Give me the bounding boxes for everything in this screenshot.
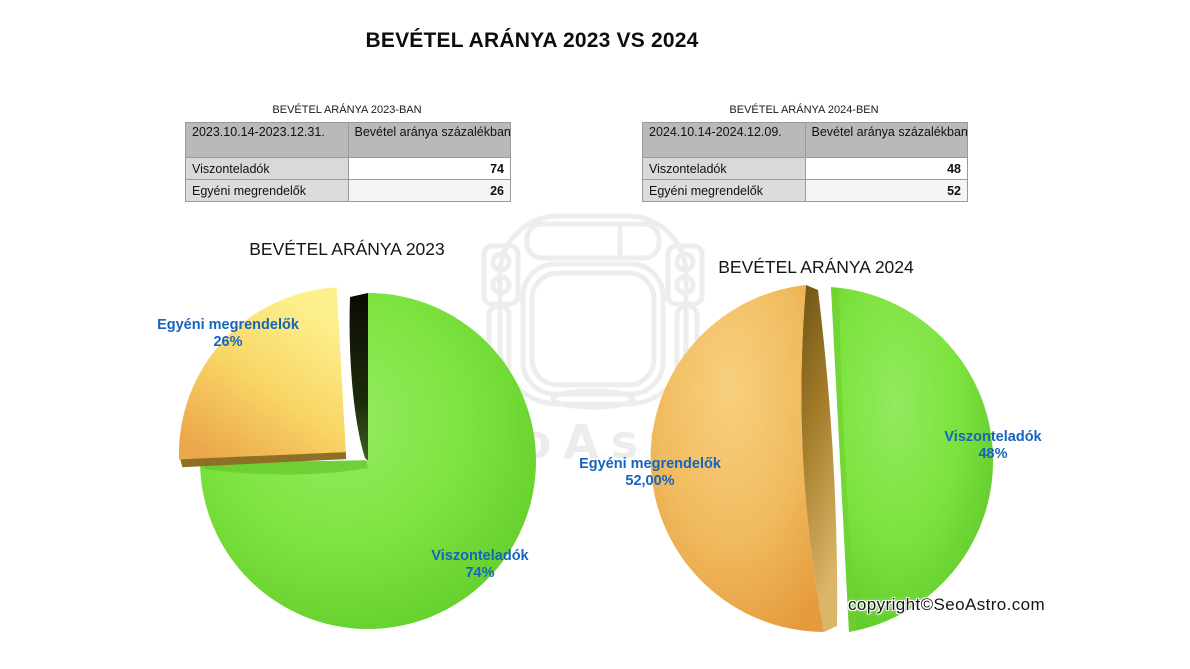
table-header-metric: Bevétel aránya százalékban — [804, 122, 968, 158]
pie-slice-edge-shading-2024 — [831, 287, 857, 632]
row-label: Viszonteladók — [642, 157, 806, 180]
pie-slice-underside-2023 — [179, 451, 347, 468]
table-row: Egyéni megrendelők 26 — [185, 179, 511, 202]
pie-label-name: Viszonteladók — [944, 429, 1042, 445]
table-caption-2023: BEVÉTEL ARÁNYA 2023-BAN — [272, 104, 422, 116]
row-value: 26 — [347, 179, 511, 202]
pie-label-value: 74% — [465, 565, 495, 581]
table-row: Viszonteladók 48 — [642, 157, 968, 180]
table-header-metric: Bevétel aránya százalékban — [347, 122, 511, 158]
pie-label-value: 48% — [978, 446, 1008, 462]
row-label: Egyéni megrendelők — [642, 179, 806, 202]
page-title: BEVÉTEL ARÁNYA 2023 VS 2024 — [365, 29, 699, 52]
table-header-period: 2023.10.14-2023.12.31. — [185, 122, 349, 158]
row-value: 74 — [347, 157, 511, 180]
pie-side-wall-2023 — [349, 293, 368, 461]
revenue-table-2024: 2024.10.14-2024.12.09. Bevétel aránya sz… — [642, 122, 968, 202]
pie-side-wall-2024 — [801, 285, 838, 632]
revenue-table-2023: 2023.10.14-2023.12.31. Bevétel aránya sz… — [185, 122, 511, 202]
row-value: 52 — [804, 179, 968, 202]
row-value: 48 — [804, 157, 968, 180]
table-row: Viszonteladók 74 — [185, 157, 511, 180]
table-row: Egyéni megrendelők 52 — [642, 179, 968, 202]
copyright-text: copyright©SeoAstro.com — [848, 595, 1046, 614]
table-header-row: 2024.10.14-2024.12.09. Bevétel aránya sz… — [642, 122, 968, 158]
pie-slice-viszonteladok-2024 — [831, 287, 994, 632]
pie-chart-2023 — [179, 287, 536, 629]
pie-title-2024: BEVÉTEL ARÁNYA 2024 — [718, 257, 914, 277]
table-header-period: 2024.10.14-2024.12.09. — [642, 122, 806, 158]
table-header-row: 2023.10.14-2023.12.31. Bevétel aránya sz… — [185, 122, 511, 158]
row-label: Egyéni megrendelők — [185, 179, 349, 202]
watermark-helmet-icon — [481, 213, 705, 410]
pie-label-egyeni-2023: Egyéni megrendelők 26% — [157, 317, 299, 351]
pie-label-viszonteladok-2024: Viszonteladók 48% — [944, 429, 1041, 463]
pie-label-value: 26% — [213, 334, 243, 350]
pie-title-2023: BEVÉTEL ARÁNYA 2023 — [249, 239, 445, 259]
pie-label-name: Egyéni megrendelők — [579, 456, 721, 472]
pie-slice-egyeni-2023 — [179, 287, 346, 460]
pie-chart-2024 — [650, 285, 994, 632]
pie-label-value: 52,00% — [625, 473, 675, 489]
pie-label-name: Egyéni megrendelők — [157, 317, 299, 333]
table-caption-2024: BEVÉTEL ARÁNYA 2024-BEN — [729, 104, 879, 116]
pie-label-viszonteladok-2023: Viszonteladók 74% — [431, 548, 528, 582]
pie-label-name: Viszonteladók — [431, 548, 529, 564]
row-label: Viszonteladók — [185, 157, 349, 180]
pie-label-egyeni-2024: Egyéni megrendelők 52,00% — [579, 456, 721, 490]
pie-slice-egyeni-2024 — [650, 285, 824, 632]
